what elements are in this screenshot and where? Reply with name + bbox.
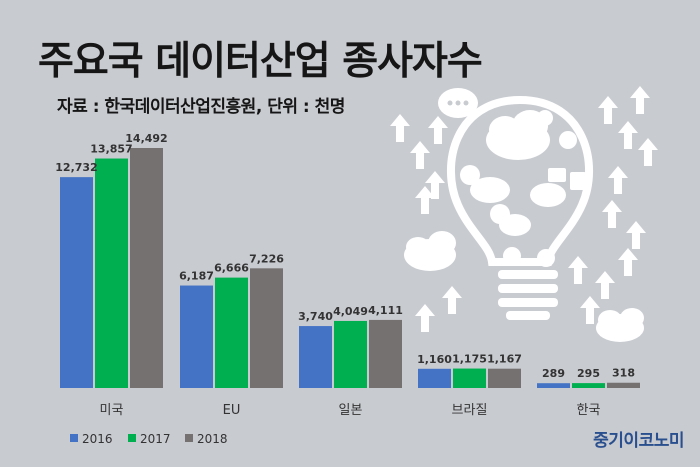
category-label-2: 일본 bbox=[339, 403, 363, 418]
legend-label-2017: 2017 bbox=[140, 432, 171, 446]
bar-2016-4 bbox=[537, 383, 570, 388]
bar-2018-3 bbox=[488, 368, 521, 388]
legend-swatch-2016 bbox=[70, 434, 78, 442]
page-title: 주요국 데이터산업 종사자수 bbox=[38, 39, 483, 84]
bar-2016-3 bbox=[418, 368, 451, 388]
bar-2017-1 bbox=[215, 277, 248, 388]
source-unit-note: 자료 : 한국데이터산업진흥원, 단위 : 천명 bbox=[57, 97, 345, 117]
value-label-2017-3: 1,175 bbox=[452, 353, 487, 366]
value-label-2018-4: 318 bbox=[612, 367, 635, 380]
legend-label-2018: 2018 bbox=[197, 432, 228, 446]
bar-2016-0 bbox=[60, 177, 93, 388]
bar-2018-1 bbox=[250, 268, 283, 388]
bar-2016-2 bbox=[299, 326, 332, 388]
value-label-2018-1: 7,226 bbox=[249, 252, 284, 265]
value-label-2017-2: 4,049 bbox=[333, 305, 368, 318]
small-icons bbox=[460, 110, 586, 267]
value-label-2016-1: 6,187 bbox=[179, 270, 214, 283]
value-label-2018-2: 4,111 bbox=[368, 304, 403, 317]
bulb-outline-icon bbox=[447, 95, 593, 266]
category-label-3: 브라질 bbox=[452, 403, 488, 418]
bar-2018-2 bbox=[369, 319, 402, 388]
cloud-icons bbox=[404, 110, 644, 342]
bar-2016-1 bbox=[180, 285, 213, 388]
value-label-2016-0: 12,732 bbox=[55, 161, 97, 174]
legend-label-2016: 2016 bbox=[82, 432, 113, 446]
category-label-0: 미국 bbox=[100, 403, 124, 418]
legend-swatch-2018 bbox=[185, 434, 193, 442]
value-label-2017-4: 295 bbox=[577, 367, 600, 380]
legend-swatch-2017 bbox=[128, 434, 136, 442]
bulb-base-icon bbox=[498, 270, 558, 320]
value-label-2017-0: 13,857 bbox=[90, 143, 132, 156]
value-label-2016-2: 3,740 bbox=[298, 310, 333, 323]
brand-logo-text: 중기이코노미 bbox=[593, 431, 684, 451]
value-label-2018-3: 1,167 bbox=[487, 353, 522, 366]
bar-2018-4 bbox=[607, 382, 640, 388]
bar-2017-0 bbox=[95, 158, 128, 388]
bar-2017-3 bbox=[453, 368, 486, 388]
value-label-2016-4: 289 bbox=[542, 367, 565, 380]
value-label-2016-3: 1,160 bbox=[417, 353, 452, 366]
bar-2017-4 bbox=[572, 383, 605, 388]
speech-bubble-icon bbox=[438, 88, 478, 118]
category-label-1: EU bbox=[223, 403, 241, 418]
value-label-2017-1: 6,666 bbox=[214, 262, 249, 275]
bar-2018-0 bbox=[130, 148, 163, 388]
value-label-2018-0: 14,492 bbox=[125, 132, 167, 145]
bar-2017-2 bbox=[334, 320, 367, 388]
category-label-4: 한국 bbox=[577, 403, 601, 418]
